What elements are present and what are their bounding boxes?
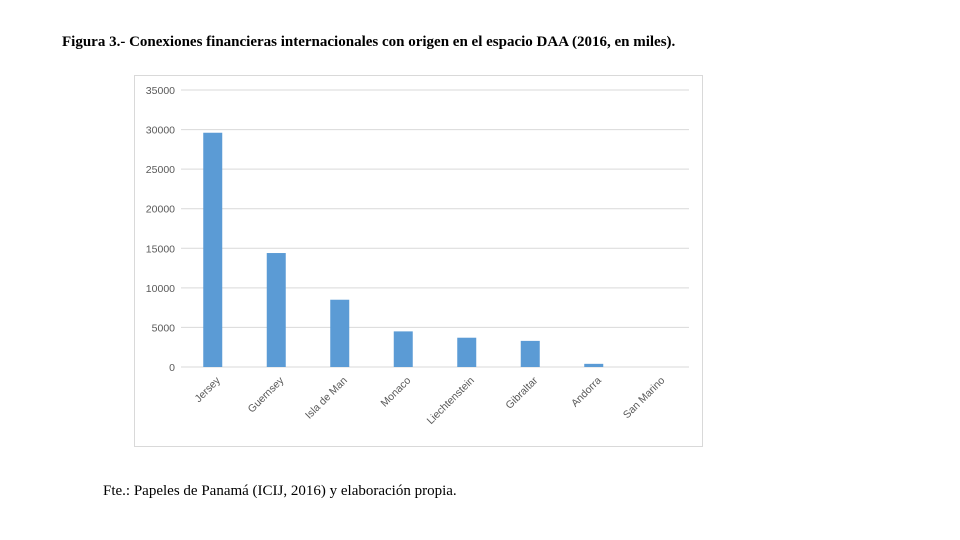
bar-chart: 0 5000 10000 15000 20000 25000 30000 35000 Jerse… xyxy=(146,85,689,427)
y-tick-label: 10000 xyxy=(146,283,175,295)
y-tick-label: 0 xyxy=(169,362,175,374)
bar-liechtenstein xyxy=(457,337,477,367)
x-category-label: San Marino xyxy=(621,375,668,422)
y-tick-label: 15000 xyxy=(146,243,175,255)
y-tick-label: 35000 xyxy=(146,85,175,97)
bar-monaco xyxy=(393,331,413,367)
bar-andorra xyxy=(584,363,604,367)
chart-area: 0 5000 10000 15000 20000 25000 30000 35000 Jerse… xyxy=(134,75,703,447)
bar-isla-de-man xyxy=(330,299,350,367)
y-tick-label: 5000 xyxy=(152,322,176,334)
x-category-label: Monaco xyxy=(378,375,413,410)
figure-source: Fte.: Papeles de Panamá (ICIJ, 2016) y e… xyxy=(103,483,457,499)
x-category-label: Jersey xyxy=(193,374,224,405)
bar-jersey xyxy=(203,132,223,367)
x-category-label: Liechtenstein xyxy=(425,375,477,427)
bar-gibraltar xyxy=(520,340,540,367)
x-category-label: Isla de Man xyxy=(303,375,350,422)
bar-guernsey xyxy=(266,253,286,367)
y-tick-label: 30000 xyxy=(146,125,175,137)
y-tick-label: 20000 xyxy=(146,204,175,216)
x-category-label: Andorra xyxy=(569,375,604,410)
figure-title: Figura 3.- Conexiones financieras intern… xyxy=(62,34,676,50)
x-category-label: Guernsey xyxy=(246,374,287,415)
x-category-label: Gibraltar xyxy=(503,374,540,411)
y-tick-label: 25000 xyxy=(146,164,175,176)
